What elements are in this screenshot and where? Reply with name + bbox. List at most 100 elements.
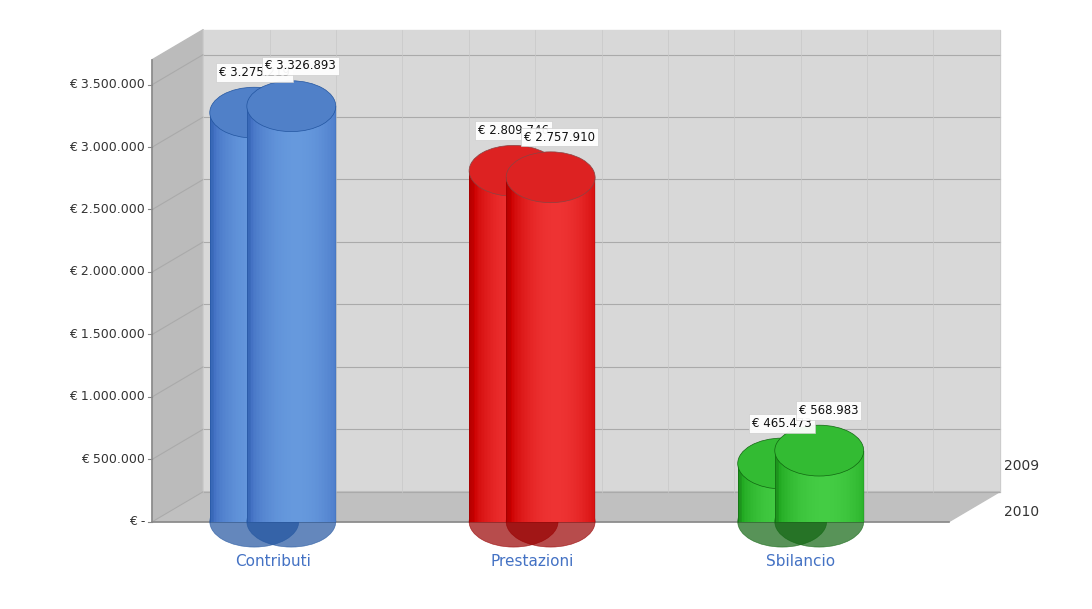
- Polygon shape: [297, 106, 299, 522]
- Polygon shape: [857, 451, 859, 522]
- Polygon shape: [250, 106, 251, 522]
- Polygon shape: [818, 451, 819, 522]
- Polygon shape: [532, 171, 533, 522]
- Polygon shape: [273, 113, 275, 522]
- Polygon shape: [807, 463, 809, 522]
- Polygon shape: [472, 171, 474, 522]
- Polygon shape: [788, 463, 790, 522]
- Polygon shape: [859, 451, 860, 522]
- Text: € 2.757.910: € 2.757.910: [524, 130, 595, 144]
- Polygon shape: [856, 451, 857, 522]
- Polygon shape: [246, 113, 247, 522]
- Polygon shape: [814, 451, 815, 522]
- Polygon shape: [763, 463, 764, 522]
- Polygon shape: [248, 106, 250, 522]
- Polygon shape: [533, 177, 534, 522]
- Polygon shape: [294, 106, 296, 522]
- Polygon shape: [784, 463, 785, 522]
- Polygon shape: [800, 463, 802, 522]
- Polygon shape: [534, 171, 536, 522]
- Ellipse shape: [210, 496, 299, 547]
- Polygon shape: [810, 463, 811, 522]
- Polygon shape: [803, 451, 805, 522]
- Polygon shape: [745, 463, 747, 522]
- Polygon shape: [272, 113, 273, 522]
- Polygon shape: [558, 177, 559, 522]
- Polygon shape: [803, 463, 805, 522]
- Polygon shape: [320, 106, 321, 522]
- Polygon shape: [847, 451, 848, 522]
- Polygon shape: [549, 171, 550, 522]
- Polygon shape: [770, 463, 772, 522]
- Polygon shape: [863, 451, 864, 522]
- Polygon shape: [579, 177, 580, 522]
- Polygon shape: [525, 177, 527, 522]
- Polygon shape: [826, 463, 827, 522]
- Polygon shape: [287, 106, 288, 522]
- Polygon shape: [262, 106, 263, 522]
- Polygon shape: [546, 171, 548, 522]
- Polygon shape: [331, 106, 333, 522]
- Polygon shape: [828, 451, 830, 522]
- Polygon shape: [537, 177, 538, 522]
- Polygon shape: [738, 463, 739, 522]
- Polygon shape: [513, 171, 515, 522]
- Polygon shape: [273, 106, 275, 522]
- Polygon shape: [543, 171, 545, 522]
- Polygon shape: [503, 171, 505, 522]
- Polygon shape: [525, 171, 527, 522]
- Polygon shape: [543, 177, 545, 522]
- Polygon shape: [570, 177, 571, 522]
- Polygon shape: [264, 113, 266, 522]
- Polygon shape: [553, 177, 554, 522]
- Polygon shape: [768, 463, 769, 522]
- Polygon shape: [522, 171, 524, 522]
- Polygon shape: [809, 463, 810, 522]
- Polygon shape: [284, 113, 285, 522]
- Text: € 3.000.000: € 3.000.000: [69, 141, 145, 153]
- Polygon shape: [238, 113, 239, 522]
- Polygon shape: [739, 463, 740, 522]
- Polygon shape: [304, 106, 305, 522]
- Polygon shape: [309, 106, 310, 522]
- Polygon shape: [476, 171, 478, 522]
- Polygon shape: [475, 171, 476, 522]
- Polygon shape: [536, 171, 537, 522]
- Polygon shape: [530, 177, 532, 522]
- Ellipse shape: [738, 496, 827, 547]
- Polygon shape: [505, 171, 507, 522]
- Polygon shape: [757, 463, 759, 522]
- Polygon shape: [537, 171, 538, 522]
- Polygon shape: [300, 106, 301, 522]
- Text: € 1.500.000: € 1.500.000: [69, 328, 145, 341]
- Polygon shape: [573, 177, 574, 522]
- Polygon shape: [538, 171, 541, 522]
- Polygon shape: [322, 106, 324, 522]
- Polygon shape: [853, 451, 855, 522]
- Polygon shape: [310, 106, 312, 522]
- Polygon shape: [471, 171, 472, 522]
- Polygon shape: [532, 177, 533, 522]
- Polygon shape: [809, 451, 810, 522]
- Polygon shape: [553, 171, 554, 522]
- Polygon shape: [242, 113, 244, 522]
- Polygon shape: [846, 451, 847, 522]
- Polygon shape: [278, 106, 280, 522]
- Polygon shape: [214, 113, 216, 522]
- Polygon shape: [748, 463, 749, 522]
- Polygon shape: [778, 451, 780, 522]
- Polygon shape: [545, 171, 546, 522]
- Polygon shape: [511, 177, 512, 522]
- Polygon shape: [818, 463, 819, 522]
- Polygon shape: [260, 106, 262, 522]
- Polygon shape: [321, 106, 322, 522]
- Polygon shape: [305, 106, 306, 522]
- Polygon shape: [827, 451, 828, 522]
- Polygon shape: [816, 463, 818, 522]
- Polygon shape: [815, 451, 816, 522]
- Polygon shape: [318, 106, 320, 522]
- Polygon shape: [548, 171, 549, 522]
- Polygon shape: [203, 30, 1000, 491]
- Polygon shape: [266, 106, 268, 522]
- Polygon shape: [842, 451, 843, 522]
